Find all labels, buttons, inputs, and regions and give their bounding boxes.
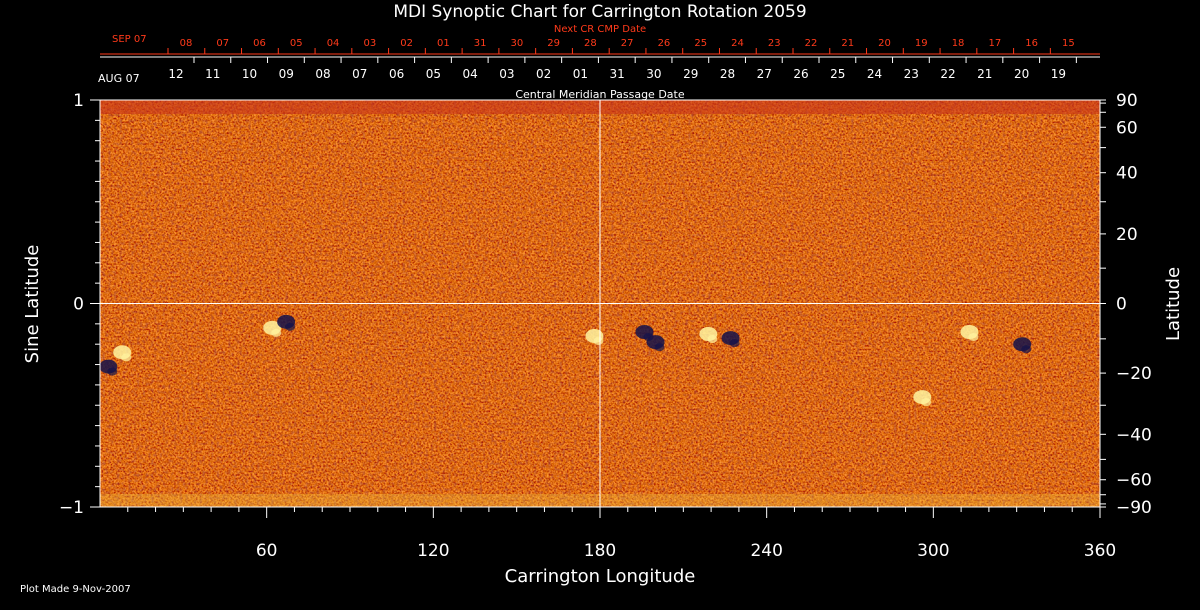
next-cr-date-label: 17 — [988, 38, 1001, 49]
cmp-date-label: 24 — [867, 67, 882, 81]
y-right-tick-label: 90 — [1116, 91, 1138, 111]
next-cr-date-label: 24 — [731, 38, 744, 49]
y-right-tick-label: −90 — [1116, 498, 1152, 518]
y-right-tick-label: 40 — [1116, 164, 1138, 184]
active-region-positive-fragment — [271, 328, 282, 337]
y-axis-right-title: Latitude — [1163, 267, 1184, 341]
next-cr-date-label: 20 — [878, 38, 891, 49]
cmp-date-label: 25 — [830, 67, 845, 81]
cmp-date-axis: AUG 07 12 11 10 09 08 07 06 05 04 03 02 01 31 30 29 28 2… — [98, 56, 1100, 101]
x-tick-label: 360 — [1084, 541, 1116, 561]
y-right-tick-label: 60 — [1116, 118, 1138, 138]
cmp-date-label: 30 — [646, 67, 661, 81]
plot-made-label: Plot Made 9-Nov-2007 — [20, 584, 131, 595]
next-cr-date-label: 02 — [400, 38, 413, 49]
next-cr-date-label: 07 — [216, 38, 229, 49]
cmp-date-label: 31 — [610, 67, 625, 81]
cmp-date-label: 19 — [1051, 67, 1066, 81]
cmp-date-label: 04 — [462, 67, 477, 81]
y-left-tick-label: 0 — [73, 295, 84, 315]
x-axis: 60 120 180 240 300 360 — [127, 507, 1116, 561]
cmp-date-label: 08 — [315, 67, 330, 81]
y-left-tick-label: −1 — [59, 498, 84, 518]
next-cr-date-label: 18 — [952, 38, 965, 49]
active-region-positive-fragment — [121, 353, 132, 362]
next-cr-axis: Next CR CMP Date SEP 07 08 07 06 05 04 03 02 01… — [100, 24, 1100, 55]
active-region-negative-fragment — [107, 367, 118, 376]
crosshair — [100, 100, 1100, 507]
cmp-date-label: 06 — [389, 67, 404, 81]
next-cr-date-label: 30 — [511, 38, 524, 49]
x-tick-label: 120 — [417, 541, 449, 561]
next-cr-date-label: 23 — [768, 38, 781, 49]
next-cr-date-label: 01 — [437, 38, 450, 49]
next-cr-date-label: 31 — [474, 38, 487, 49]
active-region-negative-fragment — [1021, 345, 1032, 354]
y-right-tick-label: −40 — [1116, 425, 1152, 445]
next-cr-date-label: 19 — [915, 38, 928, 49]
active-region-positive-fragment — [593, 337, 604, 346]
next-cr-date-label: 27 — [621, 38, 634, 49]
chart-title: MDI Synoptic Chart for Carrington Rotati… — [393, 2, 806, 22]
cmp-date-label: 29 — [683, 67, 698, 81]
cmp-date-label: 01 — [573, 67, 588, 81]
next-cr-start-label: SEP 07 — [112, 34, 147, 45]
y-right-tick-label: 20 — [1116, 225, 1138, 245]
x-tick-label: 240 — [750, 541, 782, 561]
cmp-axis-title: Central Meridian Passage Date — [515, 88, 684, 101]
cmp-date-label: 10 — [242, 67, 257, 81]
cmp-date-label: 23 — [904, 67, 919, 81]
y-right-tick-label: −20 — [1116, 364, 1152, 384]
cmp-date-label: 28 — [720, 67, 735, 81]
next-cr-date-label: 16 — [1025, 38, 1038, 49]
next-cr-date-label: 21 — [841, 38, 854, 49]
cmp-date-label: 05 — [426, 67, 441, 81]
next-cr-axis-title: Next CR CMP Date — [554, 24, 646, 35]
y-axis-right: 90 60 40 20 0 −20 −40 −60 −90 — [1100, 91, 1152, 518]
cmp-date-label: 21 — [977, 67, 992, 81]
x-tick-label: 180 — [584, 541, 616, 561]
next-cr-date-label: 26 — [658, 38, 671, 49]
next-cr-date-label: 05 — [290, 38, 303, 49]
next-cr-date-label: 15 — [1062, 38, 1075, 49]
cmp-date-label: 22 — [940, 67, 955, 81]
next-cr-date-label: 03 — [363, 38, 376, 49]
x-tick-label: 60 — [256, 541, 278, 561]
cmp-date-label: 07 — [352, 67, 367, 81]
cmp-date-label: 26 — [793, 67, 808, 81]
y-right-tick-label: 0 — [1116, 295, 1127, 315]
active-region-positive-fragment — [921, 398, 932, 407]
y-axis-left: 1 0 −1 — [59, 91, 100, 518]
next-cr-date-label: 22 — [805, 38, 818, 49]
cmp-date-label: 09 — [279, 67, 294, 81]
next-cr-date-label: 08 — [180, 38, 193, 49]
active-region-negative-fragment — [729, 339, 740, 348]
cmp-date-label: 27 — [757, 67, 772, 81]
cmp-date-label: 03 — [499, 67, 514, 81]
active-region-negative-fragment — [654, 343, 665, 352]
cmp-start-label: AUG 07 — [98, 72, 140, 85]
next-cr-date-label: 25 — [694, 38, 707, 49]
x-tick-label: 300 — [917, 541, 949, 561]
next-cr-date-label: 04 — [327, 38, 340, 49]
next-cr-date-label: 29 — [547, 38, 560, 49]
y-axis-left-title: Sine Latitude — [22, 245, 43, 364]
active-region-negative-fragment — [285, 322, 296, 331]
cmp-date-label: 20 — [1014, 67, 1029, 81]
active-region-positive-fragment — [968, 332, 979, 341]
cmp-date-label: 02 — [536, 67, 551, 81]
cmp-date-label: 11 — [205, 67, 220, 81]
active-region-positive-fragment — [707, 335, 718, 344]
next-cr-date-label: 06 — [253, 38, 266, 49]
next-cr-date-label: 28 — [584, 38, 597, 49]
x-axis-title: Carrington Longitude — [505, 566, 696, 587]
y-left-tick-label: 1 — [73, 91, 84, 111]
y-right-tick-label: −60 — [1116, 471, 1152, 491]
cmp-date-label: 12 — [168, 67, 183, 81]
